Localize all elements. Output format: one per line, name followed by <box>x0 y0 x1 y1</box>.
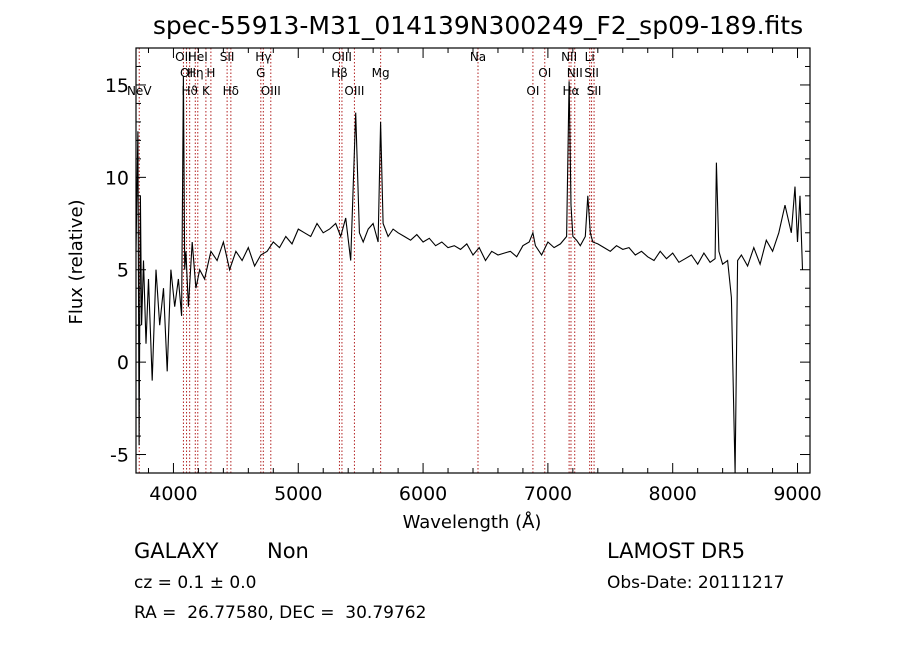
line-label: OI <box>538 66 551 80</box>
line-label: NII <box>567 66 583 80</box>
spectral-line-labels: NeV OII OI Hϑ Hη HeI KH SII Hδ Hγ G OIII OIII Hβ OIII M… <box>127 50 601 98</box>
line-label: HeI <box>188 50 208 64</box>
sky-coordinates: RA = 26.77580, DEC = 30.79762 <box>134 603 427 623</box>
chart-title: spec-55913-M31_014139N300249_F2_sp09-189… <box>153 11 803 40</box>
line-label: H <box>206 66 215 80</box>
x-tick-label: 4000 <box>149 483 197 505</box>
flux-series-line <box>135 75 804 474</box>
line-label: Li <box>585 50 595 64</box>
line-label: OIII <box>261 84 281 98</box>
line-label: OIII <box>332 50 352 64</box>
y-tick-label: 15 <box>105 75 129 97</box>
spectral-line-markers <box>138 48 595 473</box>
y-axis-ticks: -5 0 5 10 15 <box>105 47 810 474</box>
line-label: Hη <box>187 66 204 80</box>
y-tick-label: 0 <box>117 352 129 374</box>
line-label: NII <box>561 50 577 64</box>
line-label: Hδ <box>223 84 239 98</box>
y-tick-label: 10 <box>105 167 129 189</box>
line-label: Na <box>470 50 486 64</box>
y-tick-label: 5 <box>117 260 129 282</box>
line-label: Mg <box>372 66 390 80</box>
line-label: SII <box>220 50 235 64</box>
line-label: Hγ <box>255 50 271 64</box>
x-tick-label: 5000 <box>274 483 322 505</box>
line-label: NeV <box>127 84 152 98</box>
y-tick-label: -5 <box>110 445 129 467</box>
object-subclass: Non <box>267 539 309 563</box>
redshift-readout: cz = 0.1 ± 0.0 <box>134 573 257 593</box>
survey-name: LAMOST DR5 <box>607 539 746 563</box>
line-label: OII <box>175 50 192 64</box>
y-axis-title: Flux (relative) <box>66 199 87 324</box>
line-label: OI <box>526 84 539 98</box>
x-axis-ticks: 4000 5000 6000 7000 8000 9000 <box>147 48 822 505</box>
observation-date: Obs-Date: 20111217 <box>607 573 785 593</box>
x-tick-label: 7000 <box>524 483 572 505</box>
x-tick-label: 8000 <box>649 483 697 505</box>
x-tick-label: 6000 <box>399 483 447 505</box>
x-tick-label: 9000 <box>773 483 821 505</box>
line-label: SII <box>587 84 602 98</box>
line-label: SII <box>584 66 599 80</box>
object-class: GALAXY <box>134 539 219 563</box>
line-label: Hϑ <box>181 84 197 98</box>
line-label: OIII <box>344 84 364 98</box>
line-label: Hβ <box>331 66 348 80</box>
line-label: Hα <box>563 84 580 98</box>
line-label: K <box>202 84 211 98</box>
line-label: G <box>256 66 265 80</box>
x-axis-title: Wavelength (Å) <box>403 511 542 533</box>
